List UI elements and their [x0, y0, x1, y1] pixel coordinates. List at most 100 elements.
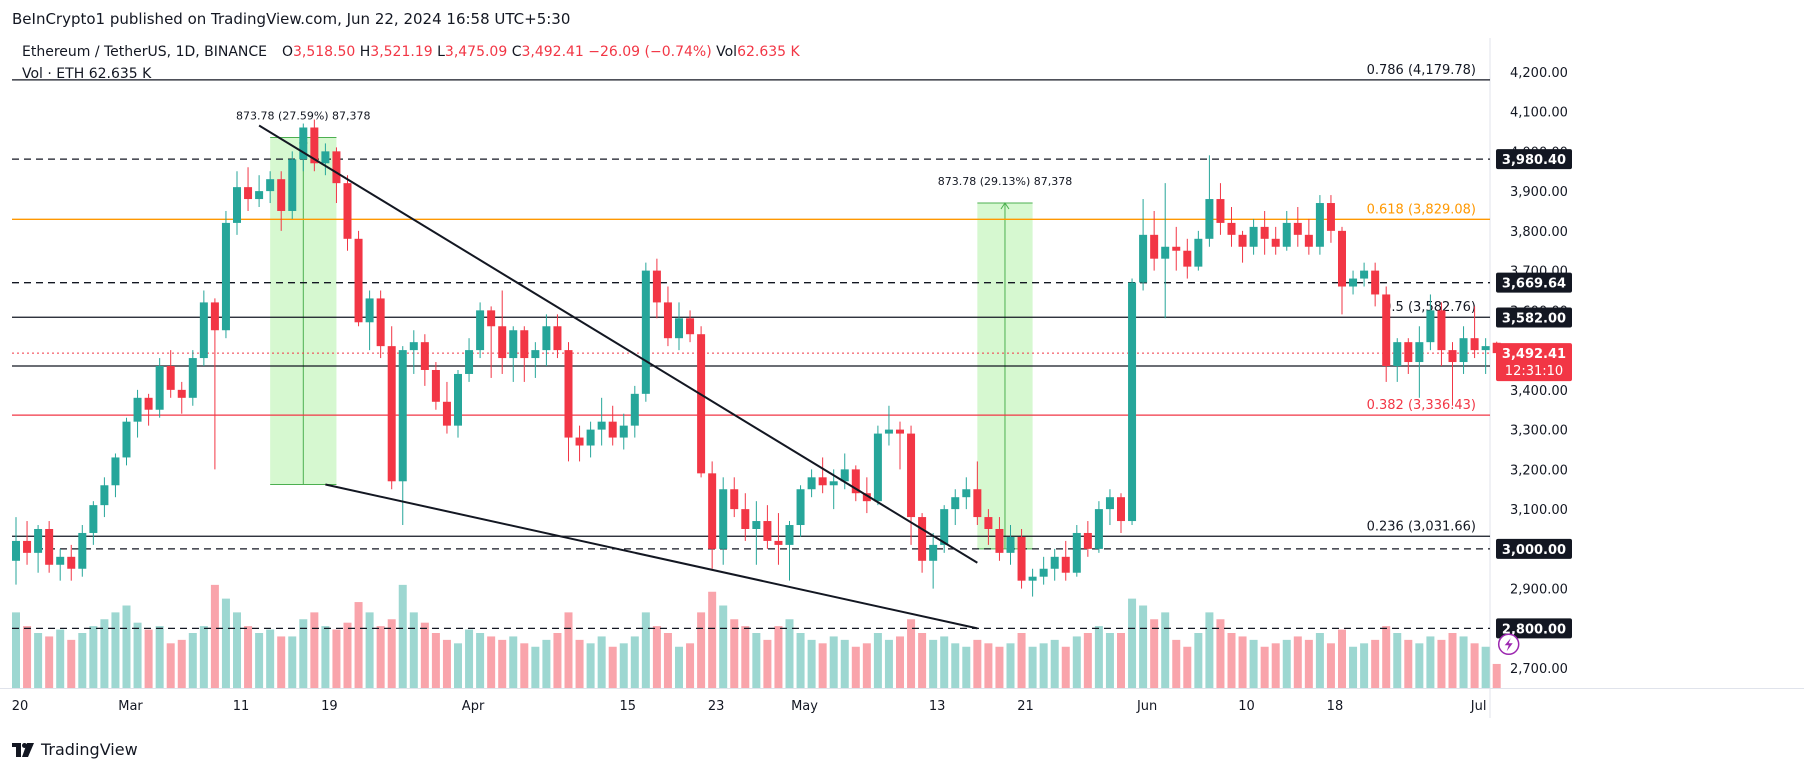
volume-bar [697, 612, 706, 688]
price-tick-label: 3,200.00 [1510, 463, 1568, 478]
volume-bar [663, 633, 672, 688]
volume-bar [951, 643, 960, 688]
high-label: H [359, 44, 371, 60]
time-tick-label: Jun [1136, 699, 1157, 714]
candle-body [255, 191, 264, 200]
volume-bar [1249, 639, 1258, 688]
volume-bar [752, 633, 761, 688]
candle-body [89, 505, 98, 533]
volume-bar [255, 633, 264, 688]
volume-bar [1172, 639, 1181, 688]
volume-bar [56, 629, 65, 688]
volume-bar [542, 639, 551, 688]
price-badge-label: 3,000.00 [1502, 543, 1566, 558]
volume-bar [498, 639, 507, 688]
volume-bar [1006, 643, 1015, 688]
price-badge-label: 3,669.64 [1502, 277, 1566, 292]
volume-bar [918, 633, 927, 688]
price-badge-label: 3,980.40 [1502, 153, 1566, 168]
candle-body [321, 151, 330, 164]
time-tick-label: May [791, 699, 818, 714]
volume-bar [1128, 598, 1137, 688]
volume-bar [476, 633, 485, 688]
volume-bar [840, 639, 849, 688]
candle-body [1194, 238, 1203, 267]
candle-body [575, 437, 584, 446]
volume-bar [929, 639, 938, 688]
volume-bar [1360, 643, 1369, 688]
candle-body [1105, 497, 1114, 510]
price-tick-label: 4,100.00 [1510, 106, 1568, 121]
volume-bar [553, 633, 562, 688]
candle-body [1426, 310, 1435, 343]
volume-bar [332, 629, 341, 688]
volume-bar [166, 643, 175, 688]
candle-body [1205, 199, 1214, 239]
candle-body [663, 302, 672, 339]
volume-bar [89, 626, 98, 688]
candle-body [940, 509, 949, 545]
countdown-label: 12:31:10 [1505, 364, 1563, 379]
volume-bar [973, 639, 982, 688]
close-label: C [511, 44, 522, 60]
volume-bar [641, 612, 650, 688]
candle-body [67, 556, 76, 569]
volume-bar [586, 643, 595, 688]
change-value: −26.09 (−0.74%) [588, 44, 712, 60]
volume-bar [1415, 643, 1424, 688]
candle-body [741, 509, 750, 529]
volume-bar [575, 639, 584, 688]
candle-body [586, 429, 595, 446]
price-chart[interactable]: 2,700.00 2,800.00 2,900.00 3,000.00 3,100.00… [0, 38, 1804, 718]
volume-bar [210, 584, 219, 688]
candle-body [1481, 346, 1490, 351]
price-tick-label: 3,400.00 [1510, 384, 1568, 399]
volume-bar [144, 629, 153, 688]
volume-bar [376, 626, 385, 688]
candle-body [1227, 222, 1236, 235]
volume-bar [564, 612, 573, 688]
candle-body [431, 369, 440, 402]
trendline [325, 483, 978, 630]
volume-bar [199, 626, 208, 688]
volume-bar [45, 636, 54, 688]
candle-body [851, 469, 860, 494]
volume-bar [708, 591, 717, 688]
candle-body [310, 127, 319, 164]
candle-body [233, 187, 241, 223]
fib-level-label: 0.236 (3,031.66) [1367, 519, 1476, 534]
candle-body [630, 393, 639, 426]
trendline [258, 124, 978, 564]
price-tick-label: 3,100.00 [1510, 503, 1568, 518]
time-tick-label: Jul [1470, 699, 1487, 714]
chart-area[interactable]: 2,700.00 2,800.00 2,900.00 3,000.00 3,100.00… [0, 38, 1804, 718]
volume-bar [1238, 636, 1247, 688]
fib-level-label: 0.382 (3,336.43) [1367, 398, 1476, 413]
volume-bar [111, 612, 120, 688]
candle-body [288, 159, 297, 211]
candle-body [244, 187, 253, 200]
volume-bar [608, 646, 617, 688]
candle-body [100, 485, 109, 506]
volume-bar [409, 612, 418, 688]
tradingview-logo[interactable]: TradingView [12, 740, 138, 759]
bolt-glyph-icon [1504, 638, 1513, 652]
time-tick-label: 13 [929, 699, 946, 714]
candle-body [166, 366, 175, 390]
measure-arrow-head [1000, 202, 1010, 210]
publish-header: BeInCrypto1 published on TradingView.com… [0, 0, 1804, 38]
candle-body [188, 358, 197, 398]
candle-body [984, 517, 993, 529]
volume-bar [277, 636, 286, 688]
volume-bar [995, 646, 1004, 688]
volume-bar [1072, 636, 1081, 688]
volume-bar [1061, 646, 1070, 688]
volume-bar [785, 619, 794, 688]
candle-body [1161, 246, 1170, 259]
vol-eth-value: 62.635 K [88, 66, 152, 82]
time-tick-label: 19 [321, 699, 338, 714]
last-price-badge [1496, 343, 1572, 382]
volume-bar [1094, 626, 1103, 688]
candle-body [133, 397, 142, 422]
price-badge [1496, 272, 1572, 293]
